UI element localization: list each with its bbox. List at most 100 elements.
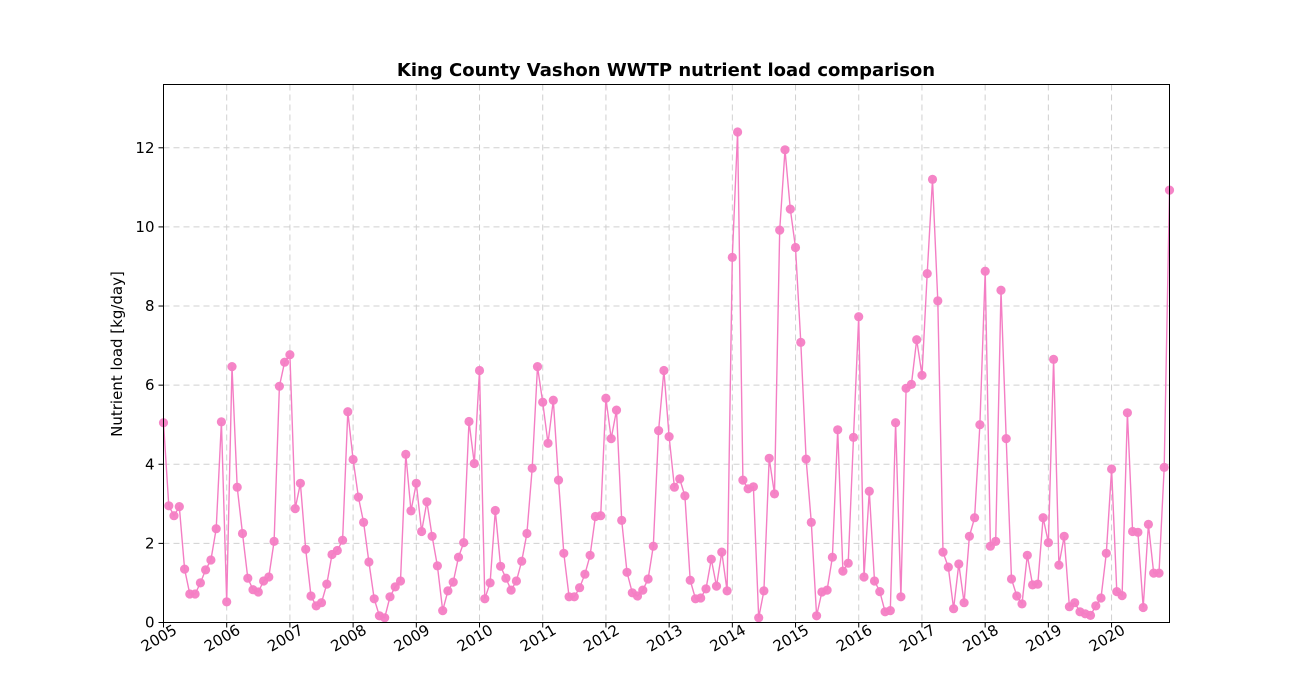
data-point — [601, 393, 611, 403]
data-point — [1091, 601, 1101, 611]
data-point — [954, 559, 964, 569]
data-point — [506, 585, 516, 595]
data-point — [548, 395, 558, 405]
data-point — [959, 598, 969, 608]
data-point — [896, 592, 906, 602]
data-point — [843, 558, 853, 568]
data-point — [733, 127, 743, 137]
data-point — [1122, 408, 1132, 418]
data-point — [1006, 574, 1017, 584]
data-point — [869, 576, 880, 586]
data-point — [685, 575, 695, 585]
data-point — [796, 337, 806, 347]
data-point — [280, 357, 290, 367]
data-point — [949, 604, 959, 614]
data-point — [1096, 593, 1106, 603]
series-line — [162, 131, 1171, 619]
data-point — [838, 566, 848, 576]
data-point — [980, 266, 990, 276]
data-point — [501, 573, 511, 583]
y-tick-label: 8 — [145, 297, 155, 315]
y-tick-label: 10 — [135, 218, 154, 236]
data-point — [1133, 527, 1143, 537]
data-point — [1043, 538, 1053, 548]
y-tick-label: 4 — [145, 455, 155, 473]
data-point — [348, 454, 358, 465]
y-axis-label: Nutrient load [kg/day] — [108, 271, 126, 437]
x-tick-label: 2013 — [644, 621, 686, 656]
data-point — [885, 606, 895, 616]
x-axis: 2005 2006 2007 2008 2009 2010 2011 2012 2013 2014… — [138, 621, 1128, 656]
data-point — [490, 505, 500, 516]
data-point — [1159, 462, 1169, 472]
data-point — [432, 561, 442, 571]
data-point — [754, 613, 764, 623]
data-point — [927, 174, 938, 184]
data-point — [448, 577, 458, 587]
data-point — [769, 489, 780, 499]
data-point — [559, 548, 569, 558]
data-point — [738, 475, 748, 485]
data-point — [169, 511, 179, 521]
data-point — [996, 285, 1006, 295]
data-point — [316, 598, 327, 608]
data-point — [711, 581, 722, 591]
data-point — [406, 506, 416, 516]
data-point — [632, 591, 643, 601]
data-point — [964, 531, 975, 541]
data-point — [469, 458, 479, 469]
data-point — [211, 524, 221, 534]
data-point — [538, 397, 548, 407]
plot-frame — [163, 84, 1170, 623]
x-tick-label: 2009 — [391, 621, 433, 656]
data-point — [975, 420, 985, 430]
data-point — [553, 475, 564, 485]
data-point — [748, 482, 759, 492]
data-point — [790, 242, 801, 253]
data-point — [295, 478, 305, 488]
data-point — [664, 432, 674, 442]
data-point — [453, 552, 464, 562]
data-point — [780, 145, 790, 155]
data-point — [301, 544, 311, 554]
data-point — [669, 482, 680, 492]
data-point — [1001, 434, 1011, 444]
x-tick-label: 2008 — [328, 621, 370, 656]
data-point — [585, 550, 595, 560]
data-point — [195, 578, 205, 588]
data-point — [785, 204, 795, 214]
data-point — [285, 350, 295, 360]
data-point — [380, 613, 390, 623]
data-point — [527, 463, 537, 473]
data-point — [517, 556, 527, 566]
data-point — [237, 528, 248, 539]
data-point — [822, 585, 832, 595]
x-tick-label: 2015 — [770, 621, 812, 656]
data-point — [1085, 610, 1096, 621]
data-point — [569, 592, 579, 602]
data-point — [1154, 568, 1164, 578]
data-point — [306, 591, 316, 601]
data-point — [938, 547, 948, 557]
data-point — [575, 583, 585, 593]
data-point — [854, 312, 864, 322]
data-point — [1054, 560, 1064, 570]
data-point — [464, 416, 474, 427]
data-point — [1038, 513, 1048, 523]
data-point — [459, 538, 469, 548]
data-point — [970, 513, 980, 523]
data-point — [422, 497, 432, 507]
data-point — [511, 576, 521, 586]
data-point — [912, 335, 922, 345]
x-tick-label: 2016 — [833, 621, 875, 656]
data-point — [922, 269, 932, 279]
data-point — [1059, 531, 1069, 541]
x-tick-label: 2019 — [1023, 621, 1065, 656]
data-point — [322, 579, 332, 589]
x-tick-label: 2018 — [960, 621, 1002, 656]
data-point — [1143, 519, 1153, 530]
data-point — [775, 225, 785, 235]
data-point — [427, 531, 437, 541]
data-point — [174, 502, 184, 512]
